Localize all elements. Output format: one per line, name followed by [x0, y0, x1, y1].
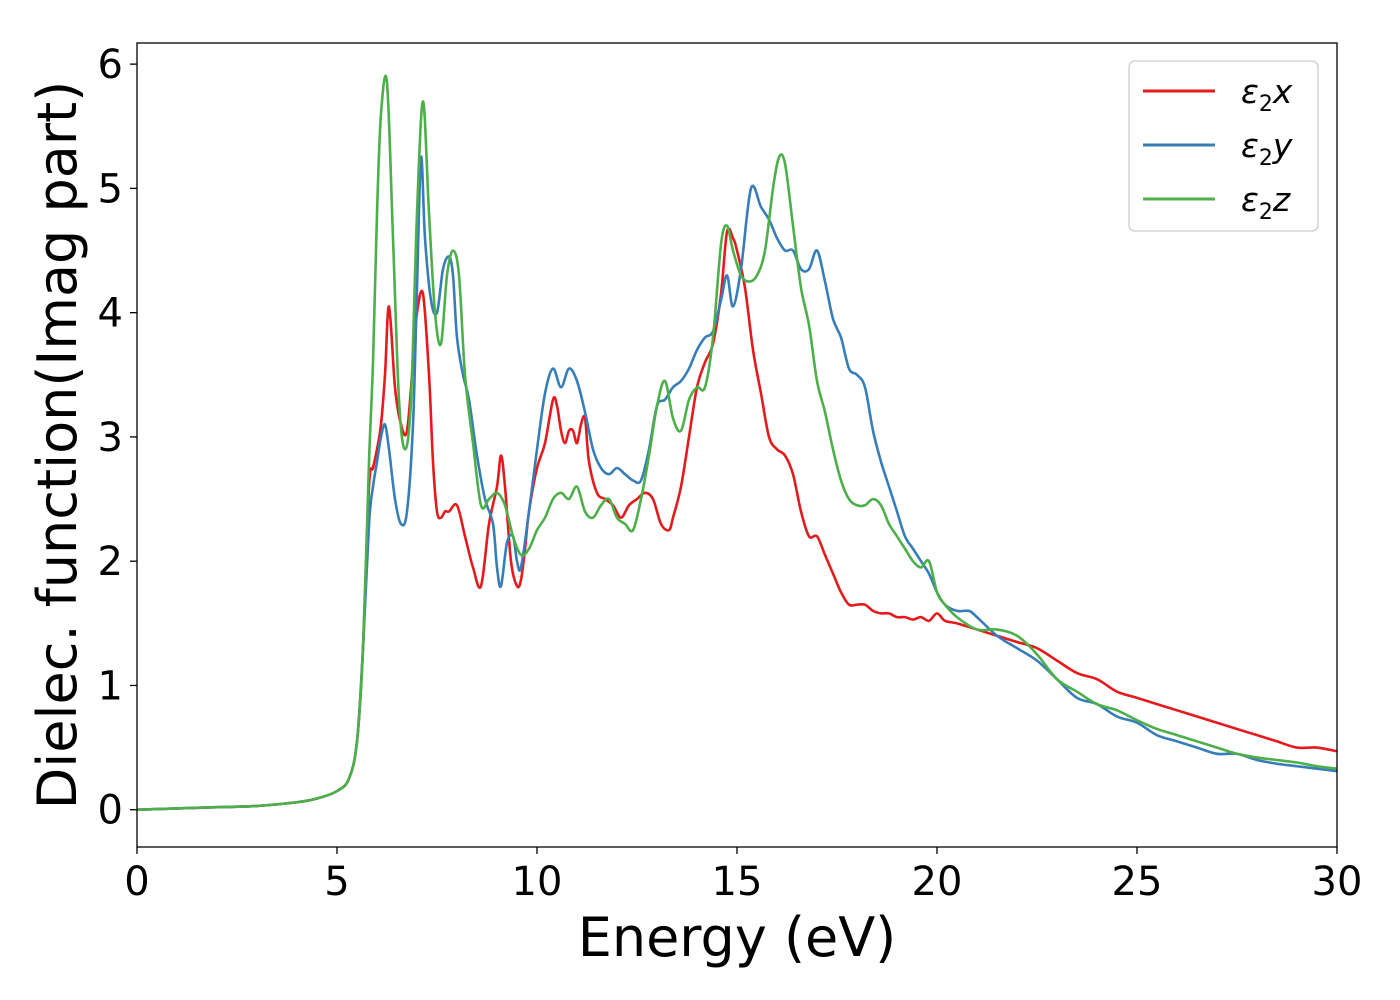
axes-layer: 0 5 10 15 20 25 30 0 1 2 3 4 5 6	[98, 42, 1363, 905]
x-tick-label: 25	[1112, 859, 1163, 905]
x-tick-label: 30	[1312, 859, 1363, 905]
x-tick-label: 0	[124, 859, 149, 905]
series-layer	[137, 74, 1337, 812]
y-tick-label: 3	[98, 415, 123, 461]
y-tick-label: 0	[98, 788, 123, 834]
y-axis-title: Dielec. function(Imag part)	[26, 81, 89, 810]
y-tick-label: 5	[98, 166, 123, 212]
x-tick-label: 20	[912, 859, 963, 905]
x-tick-label: 15	[712, 859, 763, 905]
y-tick-label: 1	[98, 663, 123, 709]
x-axis-title: Energy (eV)	[578, 906, 897, 969]
legend-box	[1128, 60, 1319, 232]
y-tick-label: 2	[98, 539, 123, 585]
legend-label-x: ε2x	[1241, 72, 1293, 117]
y-tick-label: 4	[98, 291, 123, 337]
legend: ε2x ε2y ε2z	[1128, 60, 1319, 232]
legend-label-y: ε2y	[1241, 126, 1293, 171]
x-tick-label: 10	[512, 859, 563, 905]
y-tick-label: 6	[98, 42, 123, 88]
legend-label-z: ε2z	[1241, 180, 1291, 225]
x-tick-label: 5	[324, 859, 349, 905]
series-line-z	[137, 74, 1337, 812]
